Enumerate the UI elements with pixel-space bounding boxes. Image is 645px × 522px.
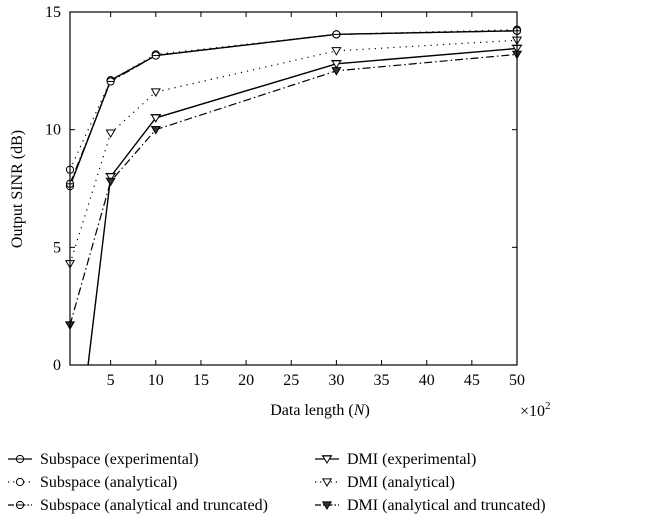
x-axis-label-var: N — [353, 402, 366, 419]
y-tick-label: 0 — [53, 357, 61, 374]
x-tick-label: 10 — [148, 372, 164, 389]
legend-label: DMI (experimental) — [347, 451, 476, 468]
y-tick-label: 10 — [45, 122, 61, 139]
x-tick-label: 30 — [328, 372, 344, 389]
data-point — [105, 129, 116, 139]
legend-label: Subspace (analytical) — [40, 474, 177, 491]
legend: Subspace (experimental) Subspace (analyti… — [8, 451, 546, 514]
legend-label: DMI (analytical) — [347, 474, 455, 491]
legend-item: Subspace (analytical and truncated) — [8, 497, 268, 514]
y-axis-label: Output SINR (dB) — [9, 130, 26, 248]
x-tick-label: 15 — [193, 372, 209, 389]
x-tick-label: 40 — [419, 372, 435, 389]
data-point — [105, 172, 116, 182]
series-markers — [64, 25, 523, 330]
data-point — [150, 88, 161, 97]
legend-label: Subspace (analytical and truncated) — [40, 497, 268, 514]
legend-item: Subspace (analytical) — [8, 474, 177, 491]
legend-label: Subspace (experimental) — [40, 451, 199, 468]
data-point — [106, 77, 115, 86]
x-axis-label-prefix: Data length ( — [270, 402, 354, 419]
data-point — [331, 60, 342, 69]
data-point — [105, 177, 116, 187]
legend-marker — [321, 455, 333, 464]
series-line-6 — [69, 53, 518, 326]
legend-item: DMI (experimental) — [315, 451, 476, 468]
legend-label: DMI (analytical and truncated) — [347, 497, 546, 514]
x-axis-multiplier-base: ×10 — [520, 403, 545, 420]
legend-marker — [15, 500, 25, 510]
axis-ticks: 5 10 15 20 25 30 35 40 45 50 0 5 10 15 — [45, 4, 525, 389]
series-line-4 — [87, 47, 518, 366]
x-tick-label: 50 — [509, 372, 525, 389]
plot-frame — [69, 11, 518, 366]
data-point — [151, 51, 160, 60]
data-point — [331, 47, 342, 56]
x-tick-label: 45 — [464, 372, 480, 389]
legend-marker — [15, 477, 25, 487]
data-point — [332, 30, 341, 39]
data-point — [331, 67, 342, 76]
series-line-2 — [69, 29, 518, 170]
x-tick-label: 20 — [238, 372, 254, 389]
x-tick-label: 35 — [374, 372, 390, 389]
legend-item: Subspace (experimental) — [8, 451, 199, 468]
x-axis-label: Data length (N) — [270, 402, 370, 419]
x-tick-label: 5 — [107, 372, 115, 389]
legend-item: DMI (analytical and truncated) — [315, 497, 546, 514]
series-lines — [69, 29, 518, 366]
legend-item: DMI (analytical) — [315, 474, 455, 491]
data-point — [150, 126, 161, 135]
x-axis-label-suffix: ) — [364, 402, 369, 419]
y-tick-label: 15 — [45, 4, 61, 21]
data-point — [150, 114, 161, 123]
legend-marker — [15, 454, 25, 464]
y-tick-label: 5 — [53, 239, 61, 256]
x-axis-multiplier-exponent: 2 — [545, 400, 551, 412]
legend-marker — [321, 478, 333, 487]
x-tick-label: 25 — [283, 372, 299, 389]
x-axis-multiplier: ×102 — [520, 400, 551, 420]
legend-marker — [321, 501, 333, 510]
